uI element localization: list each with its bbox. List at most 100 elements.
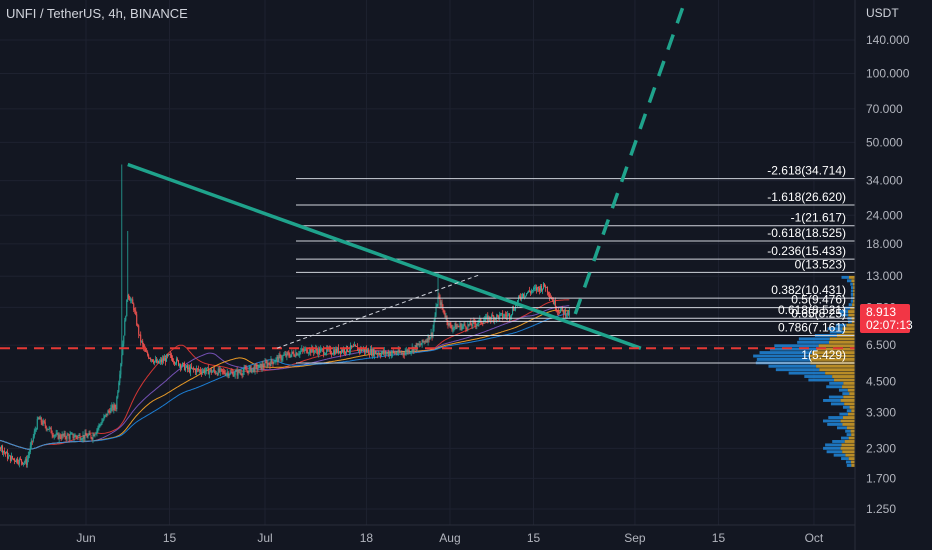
volume-profile-bar-up: [828, 416, 843, 420]
candle-body: [444, 313, 446, 317]
candle-body: [441, 302, 443, 308]
grid: [0, 0, 855, 525]
candle-body: [561, 307, 563, 310]
candle-body: [470, 321, 472, 326]
candle-body: [70, 433, 72, 435]
volume-profile-bar-down: [841, 443, 855, 447]
candle-body: [410, 351, 412, 352]
candle-body: [33, 431, 35, 437]
candle-body: [340, 351, 342, 354]
candle-body: [67, 434, 69, 436]
candle-body: [407, 349, 409, 353]
candle-body: [285, 354, 287, 357]
candle-body: [125, 316, 127, 321]
currency-label: USDT: [866, 6, 899, 20]
x-tick-label: 15: [163, 531, 177, 545]
candle-body: [2, 450, 4, 453]
candle-body: [37, 417, 39, 419]
candle-body: [530, 291, 532, 293]
volume-profile-bar-down: [844, 440, 855, 443]
candle-body: [18, 458, 20, 464]
fib-levels: -2.618(34.714)-1.618(26.620)-1(21.617)-0…: [296, 164, 855, 364]
volume-profile-bar-up: [769, 347, 817, 351]
candle-body: [499, 314, 501, 319]
candle-body: [377, 353, 379, 355]
volume-profile-bar-up: [846, 409, 852, 413]
x-tick-label: Aug: [439, 531, 460, 545]
volume-profile-bar-up: [756, 357, 811, 361]
candle-body: [508, 313, 510, 315]
candle-body: [455, 323, 457, 329]
volume-profile-bar-down: [809, 354, 855, 358]
candle-body: [136, 314, 138, 325]
candle-body: [319, 348, 321, 353]
candle-body: [148, 355, 150, 359]
volume-profile-bar-down: [848, 313, 855, 317]
volume-profile-bar-up: [839, 412, 848, 416]
candle-body: [511, 314, 513, 317]
candle-body: [559, 309, 561, 313]
candle-body: [231, 371, 233, 373]
candle-body: [254, 365, 256, 372]
candle-body: [104, 415, 106, 417]
candle-body: [555, 308, 557, 311]
candle-body: [113, 404, 115, 411]
candle-body: [249, 366, 251, 368]
candle-body: [43, 420, 45, 423]
volume-profile-bar-up: [775, 368, 820, 372]
candle-body: [367, 349, 369, 354]
candle-body: [283, 355, 285, 356]
candle-body: [540, 285, 542, 291]
candle-body: [239, 372, 241, 374]
candle-body: [294, 355, 296, 357]
candle-body: [394, 352, 396, 354]
candle-body: [299, 351, 301, 355]
candle-body: [168, 354, 170, 356]
candle-body: [292, 351, 294, 354]
candle-body: [432, 327, 434, 337]
candle-body: [258, 364, 260, 369]
candle-body: [23, 462, 25, 463]
candle-body: [316, 348, 318, 351]
volume-profile-bar-down: [842, 422, 855, 426]
candle-body: [287, 352, 289, 354]
candle-body: [545, 286, 547, 288]
candle-body: [353, 346, 355, 348]
last-price-label: 8.913: [866, 305, 896, 319]
candle-body: [535, 287, 537, 291]
candle-body: [63, 433, 65, 436]
candle-body: [72, 433, 74, 439]
volume-profile-bar-up: [753, 354, 810, 358]
candle-body: [127, 294, 129, 300]
candle-body: [359, 348, 361, 351]
candle-body: [161, 359, 163, 363]
candle-body: [30, 440, 32, 446]
candle-body: [363, 348, 365, 352]
candle-body: [453, 326, 455, 328]
fib-level-label: 0.382(10.431): [771, 283, 846, 297]
candle-body: [214, 371, 216, 374]
candle-body: [53, 435, 55, 437]
volume-profile-bar-down: [846, 323, 855, 327]
candle-body: [537, 286, 539, 289]
candle-body: [50, 427, 52, 434]
candle-body: [549, 296, 551, 298]
x-tick-label: Jun: [76, 531, 95, 545]
volume-profile-bar-up: [848, 303, 853, 307]
candle-body: [567, 310, 569, 316]
x-tick-label: Jul: [257, 531, 272, 545]
candle-body: [211, 371, 213, 373]
candle-body: [12, 458, 14, 460]
volume-profile-bar-down: [848, 310, 855, 314]
volume-profile-bar-down: [842, 385, 855, 389]
y-tick-label: 4.500: [866, 375, 896, 389]
candle-body: [278, 354, 280, 362]
candle-body: [91, 437, 93, 440]
candle-body: [35, 429, 37, 431]
candle-body: [99, 424, 101, 426]
candle-body: [298, 354, 300, 356]
candle-body: [408, 349, 410, 353]
y-tick-label: 3.300: [866, 406, 896, 420]
candle-body: [309, 348, 311, 353]
